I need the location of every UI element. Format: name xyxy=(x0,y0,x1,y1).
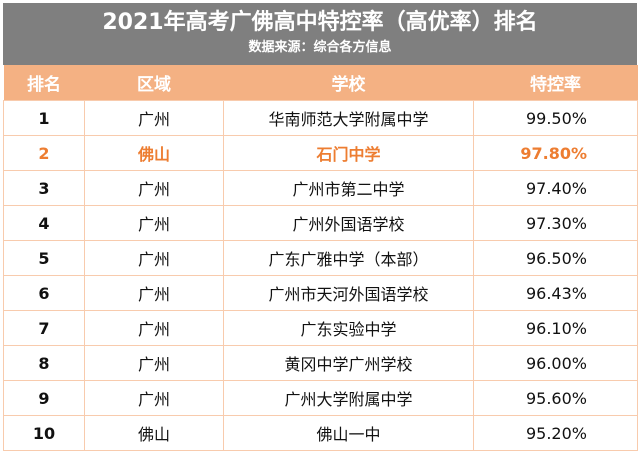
cell-rank: 6 xyxy=(3,275,85,311)
cell-school: 石门中学 xyxy=(223,135,474,171)
cell-school: 广州市天河外国语学校 xyxy=(223,275,474,311)
cell-school: 广东实验中学 xyxy=(223,310,474,346)
cell-rate: 95.20% xyxy=(473,415,638,451)
cell-region: 广州 xyxy=(84,205,224,241)
cell-rate: 97.30% xyxy=(473,205,638,241)
cell-rate: 96.10% xyxy=(473,310,638,346)
cell-school: 黄冈中学广州学校 xyxy=(223,345,474,381)
table-row: 6 广州 广州市天河外国语学校 96.43% xyxy=(3,275,638,311)
cell-region: 广州 xyxy=(84,275,224,311)
table-row: 7 广州 广东实验中学 96.10% xyxy=(3,310,638,346)
cell-rate: 99.50% xyxy=(473,100,638,136)
table-row: 2 佛山 石门中学 97.80% xyxy=(3,135,638,171)
cell-region: 广州 xyxy=(84,345,224,381)
cell-region: 广州 xyxy=(84,100,224,136)
cell-school: 广州市第二中学 xyxy=(223,170,474,206)
cell-rank: 4 xyxy=(3,205,85,241)
cell-school: 佛山一中 xyxy=(223,415,474,451)
title-banner: 2021年高考广佛高中特控率（高优率）排名 数据来源：综合各方信息 xyxy=(3,3,637,65)
cell-region: 广州 xyxy=(84,170,224,206)
cell-rate: 97.80% xyxy=(473,135,638,171)
cell-region: 广州 xyxy=(84,240,224,276)
cell-region: 广州 xyxy=(84,310,224,346)
cell-rank: 5 xyxy=(3,240,85,276)
cell-region: 佛山 xyxy=(84,135,224,171)
cell-rank: 10 xyxy=(3,415,85,451)
header-rank: 排名 xyxy=(3,65,85,101)
cell-rank: 9 xyxy=(3,380,85,416)
cell-rate: 96.43% xyxy=(473,275,638,311)
cell-rate: 97.40% xyxy=(473,170,638,206)
data-source: 数据来源：综合各方信息 xyxy=(248,40,392,55)
table-row: 1 广州 华南师范大学附属中学 99.50% xyxy=(3,100,638,136)
header-region: 区域 xyxy=(84,65,224,101)
ranking-table: 排名 区域 学校 特控率 1 广州 华南师范大学附属中学 99.50% 2 佛山 石门中学 9… xyxy=(3,65,638,451)
table-row: 4 广州 广州外国语学校 97.30% xyxy=(3,205,638,241)
cell-rate: 96.00% xyxy=(473,345,638,381)
cell-rate: 96.50% xyxy=(473,240,638,276)
header-rate: 特控率 xyxy=(473,65,638,101)
table-header: 排名 区域 学校 特控率 xyxy=(3,65,638,101)
cell-school: 广东广雅中学（本部） xyxy=(223,240,474,276)
table-row: 5 广州 广东广雅中学（本部） 96.50% xyxy=(3,240,638,276)
cell-school: 广州大学附属中学 xyxy=(223,380,474,416)
table-row: 10 佛山 佛山一中 95.20% xyxy=(3,415,638,451)
cell-rank: 3 xyxy=(3,170,85,206)
ranking-table-card: 2021年高考广佛高中特控率（高优率）排名 数据来源：综合各方信息 排名 区域 … xyxy=(3,3,638,451)
page-title: 2021年高考广佛高中特控率（高优率）排名 xyxy=(102,10,538,35)
cell-school: 华南师范大学附属中学 xyxy=(223,100,474,136)
cell-rank: 2 xyxy=(3,135,85,171)
cell-region: 广州 xyxy=(84,380,224,416)
table-row: 3 广州 广州市第二中学 97.40% xyxy=(3,170,638,206)
cell-rank: 1 xyxy=(3,100,85,136)
cell-rank: 7 xyxy=(3,310,85,346)
cell-rank: 8 xyxy=(3,345,85,381)
cell-school: 广州外国语学校 xyxy=(223,205,474,241)
cell-rate: 95.60% xyxy=(473,380,638,416)
table-row: 8 广州 黄冈中学广州学校 96.00% xyxy=(3,345,638,381)
table-row: 9 广州 广州大学附属中学 95.60% xyxy=(3,380,638,416)
header-school: 学校 xyxy=(223,65,474,101)
cell-region: 佛山 xyxy=(84,415,224,451)
